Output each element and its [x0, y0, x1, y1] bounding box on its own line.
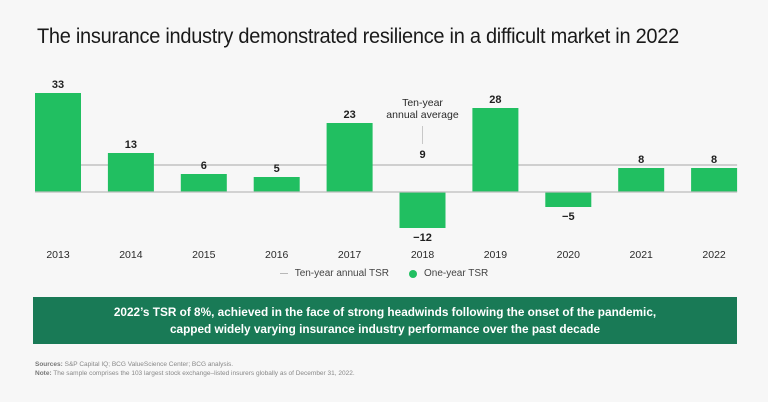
x-tick-2016: 2016	[265, 249, 289, 261]
legend: Ten-year annual TSR One-year TSR	[0, 268, 768, 279]
bar-2019	[472, 108, 519, 192]
bar-2018	[399, 192, 446, 228]
x-tick-2019: 2019	[484, 249, 508, 261]
legend-label: Ten-year annual TSR	[294, 268, 389, 279]
legend-item-one-year: One-year TSR	[409, 268, 488, 279]
footnotes: Sources: S&P Capital IQ; BCG ValueScienc…	[35, 360, 355, 378]
data-label-2017: 23	[343, 109, 355, 121]
legend-item-ten-year: Ten-year annual TSR	[279, 268, 389, 279]
x-tick-2015: 2015	[192, 249, 216, 261]
data-label-2015: 6	[201, 160, 207, 172]
annotation-text-line: Ten-year	[402, 97, 443, 109]
x-tick-2013: 2013	[46, 249, 70, 261]
bar-2017	[326, 123, 373, 192]
callout-text: 2022’s TSR of 8%, achieved in the face o…	[113, 304, 657, 336]
average-value-label: 9	[419, 149, 425, 161]
data-label-2013: 33	[52, 79, 64, 91]
bar-2021	[618, 168, 665, 192]
x-tick-2020: 2020	[557, 249, 581, 261]
bar-2022	[691, 168, 738, 192]
data-label-2014: 13	[125, 139, 137, 151]
x-tick-labels-group: 2013 2014 2015 2016 2017 2018 2019 2020 2021 2022	[46, 249, 726, 261]
data-label-2020: −5	[562, 211, 575, 223]
bar-2015	[180, 174, 227, 192]
data-label-2021: 8	[638, 154, 644, 166]
x-tick-2018: 2018	[411, 249, 435, 261]
data-label-2016: 5	[274, 163, 280, 175]
data-label-2018: −12	[413, 232, 432, 244]
chart-title: The insurance industry demonstrated resi…	[37, 24, 679, 48]
sample-note: Note: The sample comprises the 103 large…	[35, 370, 355, 377]
x-tick-2017: 2017	[338, 249, 362, 261]
bar-2020	[545, 192, 592, 207]
bar-2013	[35, 93, 81, 192]
x-tick-2021: 2021	[630, 249, 654, 261]
line-marker-icon	[279, 272, 288, 275]
legend-label: One-year TSR	[424, 268, 489, 279]
dot-marker-icon	[409, 269, 417, 278]
bars-group	[35, 93, 738, 228]
data-label-2019: 28	[489, 94, 501, 106]
x-tick-2022: 2022	[702, 249, 726, 261]
x-tick-2014: 2014	[119, 249, 143, 261]
bar-2014	[107, 153, 154, 192]
annotation-text-line: annual average	[386, 109, 459, 121]
data-label-2022: 8	[711, 154, 717, 166]
key-takeaway-callout: 2022’s TSR of 8%, achieved in the face o…	[33, 297, 737, 344]
sources-note: Sources: S&P Capital IQ; BCG ValueScienc…	[35, 361, 234, 368]
bar-2016	[253, 177, 300, 192]
data-labels-group: 33 13 6 5 23 −12 28 −5 8 8	[52, 79, 717, 244]
